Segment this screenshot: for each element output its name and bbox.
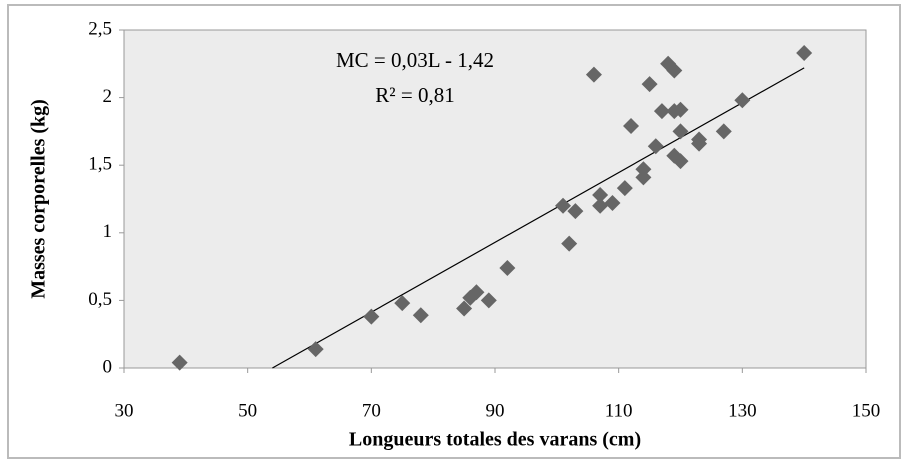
point xyxy=(171,354,188,371)
point xyxy=(456,300,473,317)
y-tick-label: 1,5 xyxy=(88,154,112,175)
point xyxy=(660,55,677,72)
equation: MC = 0,03L - 1,42 xyxy=(336,48,494,72)
point xyxy=(412,307,429,324)
y-tick-label: 0 xyxy=(103,356,113,377)
point xyxy=(666,62,683,79)
point xyxy=(635,169,652,186)
point xyxy=(691,131,708,148)
point xyxy=(585,66,602,83)
point xyxy=(394,295,411,312)
x-tick-label: 130 xyxy=(728,400,757,421)
point xyxy=(635,161,652,178)
point xyxy=(468,284,485,301)
point xyxy=(672,153,689,170)
point xyxy=(480,292,497,309)
x-tick-label: 30 xyxy=(115,400,134,421)
x-tick-label: 150 xyxy=(852,400,881,421)
y-tick-label: 2 xyxy=(103,86,113,107)
point xyxy=(796,44,813,61)
point xyxy=(734,92,751,109)
point xyxy=(604,195,621,212)
point xyxy=(499,259,516,276)
x-tick-label: 70 xyxy=(362,400,381,421)
y-axis-title: Masses corporelles (kg) xyxy=(28,99,50,299)
y-tick-label: 0,5 xyxy=(88,289,112,310)
trendline xyxy=(272,67,805,369)
point xyxy=(561,235,578,252)
point xyxy=(592,197,609,214)
x-tick-label: 90 xyxy=(486,400,505,421)
plot-area xyxy=(123,29,867,369)
point xyxy=(623,117,640,134)
y-tick-label: 2,5 xyxy=(88,18,112,39)
r-squared: R² = 0,81 xyxy=(375,83,454,107)
point xyxy=(307,341,324,358)
point xyxy=(672,123,689,140)
point xyxy=(616,180,633,197)
point xyxy=(555,197,572,214)
point xyxy=(567,203,584,220)
point xyxy=(641,76,658,93)
point xyxy=(647,138,664,155)
point xyxy=(363,308,380,325)
point xyxy=(672,101,689,118)
point xyxy=(653,103,670,120)
point xyxy=(592,186,609,203)
x-tick-label: 110 xyxy=(605,400,633,421)
x-axis-title: Longueurs totales des varans (cm) xyxy=(349,429,641,451)
y-tick-label: 1 xyxy=(103,221,113,242)
x-tick-label: 50 xyxy=(238,400,257,421)
point xyxy=(715,123,732,140)
